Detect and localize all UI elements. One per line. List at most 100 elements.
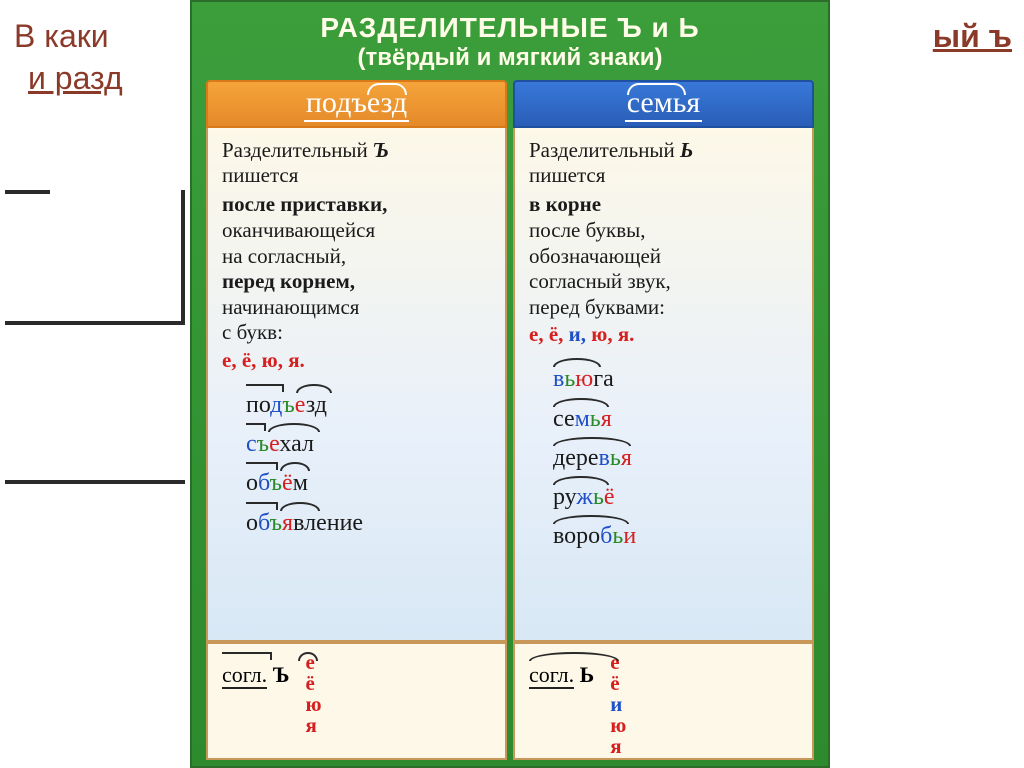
- ex4: объявление: [246, 505, 363, 542]
- poster-title: РАЗДЕЛИТЕЛЬНЫЕ Ъ и Ь: [206, 12, 814, 44]
- right-letters: е, ё, и, ю, я.: [529, 322, 798, 347]
- rrn3: согласный звук,: [529, 269, 671, 293]
- rrt1: Разделительный: [529, 138, 680, 162]
- rex4: ружьё: [553, 479, 615, 516]
- left-examples: подъезд съехал объём: [222, 387, 491, 542]
- right-rule-title: Разделительный Ь пишется: [529, 138, 798, 188]
- r4p: ж: [576, 484, 593, 510]
- ll: е, ё, ю, я.: [222, 348, 305, 372]
- e4h: ъ: [270, 510, 282, 536]
- left-letters: е, ё, ю, я.: [222, 348, 491, 373]
- fr2: и: [610, 694, 626, 715]
- r1r: ю: [575, 366, 593, 392]
- e4r: я: [282, 510, 293, 536]
- r4s: ь: [593, 484, 604, 510]
- rn3: начинающимся: [222, 295, 359, 319]
- rex5: воробьи: [553, 518, 636, 555]
- frh: Ь: [574, 662, 594, 687]
- rtb: Ъ: [373, 138, 389, 162]
- poster-subtitle: (твёрдый и мягкий знаки): [206, 44, 814, 72]
- r5p: б: [600, 523, 612, 549]
- head-root: езд: [367, 86, 407, 120]
- r5r: и: [623, 523, 636, 549]
- r3p: в: [599, 445, 610, 471]
- right-column: семья Разделительный Ь пишется в корне п…: [513, 80, 814, 760]
- e3p0: о: [246, 470, 258, 496]
- bg-shape-line: [5, 480, 185, 484]
- e2p: с: [246, 431, 257, 457]
- r4p0: ру: [553, 484, 576, 510]
- bg-heading-left: В каки: [14, 18, 109, 55]
- r2p: м: [575, 406, 590, 432]
- e3h: ъ: [270, 470, 282, 496]
- flp: согл.: [222, 662, 267, 689]
- rex3: деревья: [553, 440, 632, 477]
- r3p0: дере: [553, 445, 599, 471]
- ex1: подъезд: [246, 387, 327, 424]
- foot-right-letters: е ё и ю я: [610, 652, 626, 757]
- head-hard: ъ: [351, 86, 367, 119]
- r2p0: се: [553, 406, 575, 432]
- foot-left-letters: е ё ю я: [306, 652, 322, 736]
- rt2: пишется: [222, 163, 298, 187]
- e2r: е: [269, 431, 279, 457]
- rex2: семья: [553, 401, 612, 438]
- ex2: съехал: [246, 426, 314, 463]
- bg-shape-box: [5, 190, 185, 325]
- rt1: Разделительный: [222, 138, 373, 162]
- rl-rest: ю, я.: [586, 322, 634, 346]
- rrn4: перед буквами:: [529, 295, 665, 319]
- rrn1: после буквы,: [529, 218, 646, 242]
- r4r: ё: [604, 484, 615, 510]
- rrn2: обозначающей: [529, 244, 661, 268]
- e1p: по: [246, 392, 270, 418]
- r3s: ь: [610, 445, 621, 471]
- bg-heading-left2: и разд: [28, 60, 123, 97]
- e1x: зд: [306, 392, 327, 418]
- rrb1: в корне: [529, 192, 601, 216]
- e3p: б: [258, 470, 270, 496]
- r2s: ь: [590, 406, 601, 432]
- r3r: я: [621, 445, 632, 471]
- e1r: е: [295, 392, 306, 418]
- right-head: семья: [513, 80, 814, 128]
- rrt2: пишется: [529, 163, 605, 187]
- r5p0: воро: [553, 523, 600, 549]
- right-examples: вьюга семья деревья ружьё: [529, 361, 798, 555]
- poster: РАЗДЕЛИТЕЛЬНЫЕ Ъ и Ь (твёрдый и мягкий з…: [190, 0, 830, 768]
- e4p: б: [258, 510, 270, 536]
- e1h: ъ: [282, 392, 294, 418]
- head-end-r: я: [686, 86, 700, 119]
- foot-right-word: согл. Ь: [529, 652, 594, 688]
- right-foot: согл. Ь е ё и ю я: [513, 642, 814, 760]
- r5s: ь: [612, 523, 623, 549]
- rn1: оканчивающейся: [222, 218, 375, 242]
- rb1: после приставки,: [222, 192, 387, 216]
- fr4: я: [610, 736, 626, 757]
- fr3: ю: [610, 715, 626, 736]
- e3r: ё: [282, 470, 293, 496]
- columns: подъезд Разделительный Ъ пишется после п…: [206, 80, 814, 760]
- rex1: вьюга: [553, 361, 614, 398]
- ex3: объём: [246, 465, 308, 502]
- fl2: ю: [306, 694, 322, 715]
- flh: Ъ: [267, 662, 289, 687]
- rrtb: Ь: [680, 138, 693, 162]
- left-column: подъезд Разделительный Ъ пишется после п…: [206, 80, 507, 760]
- rn4: с букв:: [222, 320, 283, 344]
- fr1: ё: [610, 673, 626, 694]
- r2r: я: [601, 406, 612, 432]
- fr0: е: [610, 652, 626, 673]
- rl-e: е, ё,: [529, 322, 569, 346]
- e4p0: о: [246, 510, 258, 536]
- rl-i: и,: [569, 322, 586, 346]
- r1p: в: [553, 366, 564, 392]
- e1c: д: [270, 392, 282, 418]
- right-rule-body: в корне после буквы, обозначающей соглас…: [529, 192, 798, 320]
- head-prefix: под: [306, 86, 351, 119]
- left-rule-title: Разделительный Ъ пишется: [222, 138, 491, 188]
- frp: согл.: [529, 662, 574, 689]
- left-foot: согл. Ъ е ё ю я: [206, 642, 507, 760]
- left-head: подъезд: [206, 80, 507, 128]
- fl1: ё: [306, 673, 322, 694]
